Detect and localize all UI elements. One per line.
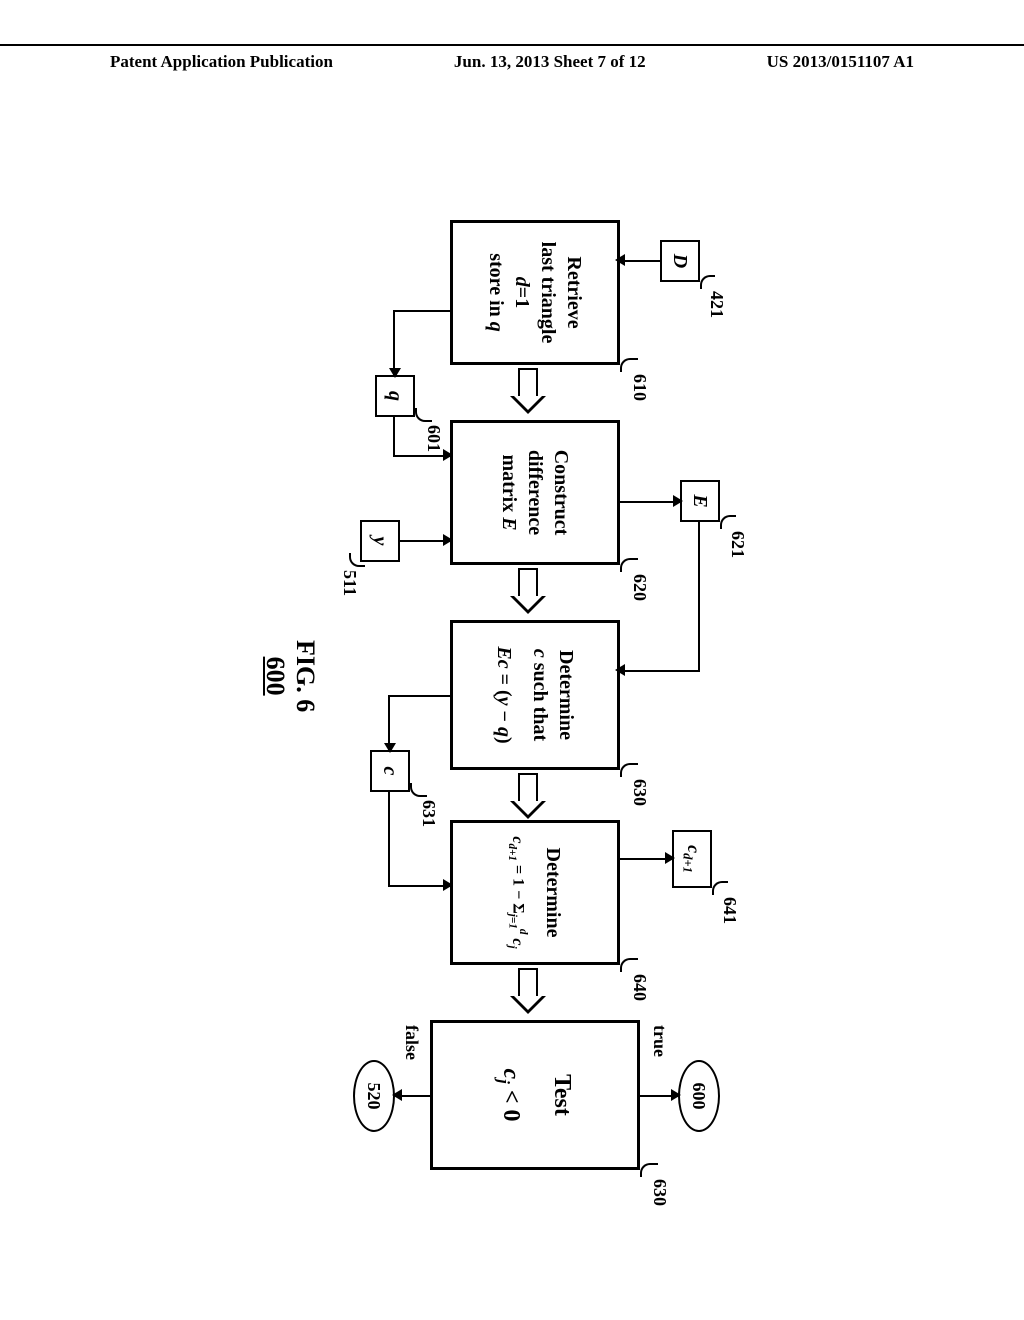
box-formula: cd+1 = 1 − Σj=1d cj bbox=[504, 836, 529, 948]
page-header: Patent Application Publication Jun. 13, … bbox=[0, 44, 1024, 72]
var-c: c bbox=[370, 750, 410, 792]
box-line: Construct bbox=[548, 450, 574, 536]
leader-601 bbox=[415, 408, 432, 422]
box-line: Ec = (y − q) bbox=[491, 646, 517, 743]
leader-621 bbox=[720, 515, 736, 529]
arrowhead bbox=[443, 879, 453, 891]
arrowhead bbox=[673, 495, 683, 507]
var-label: E bbox=[689, 494, 712, 507]
box-line: d=1 bbox=[509, 277, 535, 308]
connector-600: 600 bbox=[678, 1060, 720, 1132]
arrowhead bbox=[443, 449, 453, 461]
arrowhead bbox=[615, 254, 625, 266]
ref-610: 610 bbox=[629, 374, 650, 401]
ref-630b: 630 bbox=[649, 1179, 670, 1206]
var-q: q bbox=[375, 375, 415, 417]
leader-610 bbox=[620, 358, 638, 372]
box-line: Test bbox=[546, 1074, 577, 1116]
ref-641: 641 bbox=[719, 897, 740, 924]
box-line: cj < 0 bbox=[493, 1068, 527, 1121]
arrow-D-610 bbox=[620, 260, 660, 262]
ref-601: 601 bbox=[423, 425, 444, 452]
arrowhead bbox=[384, 743, 396, 753]
box-line: Determine bbox=[553, 650, 579, 740]
label-false: false bbox=[401, 1025, 422, 1060]
arrow-640-test bbox=[510, 968, 546, 1014]
arrowhead bbox=[665, 852, 675, 864]
arrow-630-c-h bbox=[388, 695, 390, 750]
box-line: difference bbox=[522, 450, 548, 535]
arrowhead bbox=[443, 534, 453, 546]
box-line: Retrieve bbox=[561, 256, 587, 328]
box-640-determine-cd1: Determine cd+1 = 1 − Σj=1d cj bbox=[450, 820, 620, 965]
connector-520: 520 bbox=[353, 1060, 395, 1132]
box-line: c such that bbox=[527, 649, 553, 741]
ref-511: 511 bbox=[339, 570, 360, 596]
leader-641 bbox=[712, 881, 728, 895]
fig-line2: 600 bbox=[260, 640, 290, 712]
ref-620: 620 bbox=[629, 574, 650, 601]
fig-caption: FIG. 6 600 bbox=[260, 640, 320, 712]
ref-621: 621 bbox=[727, 531, 748, 558]
var-y: y bbox=[360, 520, 400, 562]
header-left: Patent Application Publication bbox=[0, 52, 443, 72]
arrow-630-640 bbox=[510, 773, 546, 819]
leader-421 bbox=[700, 275, 715, 289]
box-line: Determine bbox=[540, 848, 566, 938]
box-line: store in q bbox=[483, 253, 509, 332]
box-620-construct: Construct difference matrix E bbox=[450, 420, 620, 565]
ref-630a: 630 bbox=[629, 779, 650, 806]
arrowhead bbox=[671, 1089, 681, 1101]
var-label: D bbox=[669, 254, 692, 268]
label-true: true bbox=[649, 1025, 670, 1057]
oval-label: 600 bbox=[689, 1083, 710, 1110]
var-label: c bbox=[379, 767, 402, 776]
fig-line1: FIG. 6 bbox=[290, 640, 320, 712]
arrow-E-v bbox=[620, 670, 700, 672]
arrowhead bbox=[392, 1089, 402, 1101]
arrow-c-640-v bbox=[388, 885, 450, 887]
box-630-test: Test cj < 0 bbox=[430, 1020, 640, 1170]
box-610-retrieve: Retrieve last triangle d=1 store in q bbox=[450, 220, 620, 365]
leader-631 bbox=[410, 783, 427, 797]
arrow-620-630 bbox=[510, 568, 546, 614]
header-middle: Jun. 13, 2013 Sheet 7 of 12 bbox=[454, 52, 646, 72]
arrowhead bbox=[615, 664, 625, 676]
var-cd1: cd+1 bbox=[672, 830, 712, 888]
arrow-610-q-v bbox=[395, 310, 450, 312]
leader-630b bbox=[640, 1163, 658, 1177]
flowchart-diagram: Retrieve last triangle d=1 store in q 61… bbox=[70, 270, 970, 1030]
var-label: y bbox=[369, 537, 392, 546]
arrow-q-620-v bbox=[393, 455, 450, 457]
leader-640 bbox=[620, 958, 638, 972]
ref-631: 631 bbox=[418, 800, 439, 827]
arrow-610-q-h bbox=[393, 310, 395, 375]
ref-640: 640 bbox=[629, 974, 650, 1001]
ref-421: 421 bbox=[706, 291, 727, 318]
var-E: E bbox=[680, 480, 720, 522]
header-right: US 2013/0151107 A1 bbox=[657, 52, 1024, 72]
box-630-determine-c: Determine c such that Ec = (y − q) bbox=[450, 620, 620, 770]
box-line: matrix E bbox=[496, 454, 522, 530]
leader-630a bbox=[620, 763, 638, 777]
arrow-630-c-v bbox=[390, 695, 450, 697]
arrow-q-620-h bbox=[393, 417, 395, 457]
arrow-c-640-h bbox=[388, 792, 390, 887]
arrow-620-E-up bbox=[620, 501, 680, 503]
leader-511 bbox=[349, 553, 365, 567]
oval-label: 520 bbox=[364, 1083, 385, 1110]
box-line: last triangle bbox=[535, 242, 561, 344]
arrow-610-620 bbox=[510, 368, 546, 414]
arrowhead bbox=[389, 368, 401, 378]
var-D: D bbox=[660, 240, 700, 282]
arrow-E-h bbox=[698, 522, 700, 672]
leader-620 bbox=[620, 558, 638, 572]
var-label: q bbox=[384, 391, 407, 401]
